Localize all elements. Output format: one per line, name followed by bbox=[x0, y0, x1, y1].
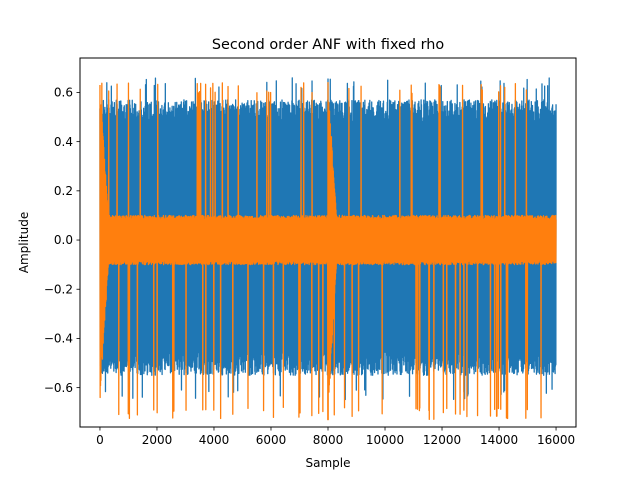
y-axis-label: Amplitude bbox=[17, 212, 31, 274]
x-tick-label: 10000 bbox=[366, 433, 404, 447]
y-tick-label: −0.2 bbox=[44, 282, 73, 296]
y-tick-label: 0.2 bbox=[54, 184, 73, 198]
x-tick-label: 0 bbox=[96, 433, 104, 447]
x-tick-label: 8000 bbox=[313, 433, 344, 447]
y-tick-label: 0.6 bbox=[54, 86, 73, 100]
series-line-1 bbox=[99, 77, 557, 401]
y-axis: −0.6 −0.4 −0.2 0.0 0.2 0.4 0.6 bbox=[44, 86, 80, 395]
x-tick-label: 14000 bbox=[480, 433, 518, 447]
x-tick-label: 2000 bbox=[142, 433, 173, 447]
y-tick-label: −0.4 bbox=[44, 332, 73, 346]
x-axis-label: Sample bbox=[306, 456, 351, 470]
y-tick-label: 0.4 bbox=[54, 135, 73, 149]
plot-area bbox=[99, 77, 557, 421]
x-tick-label: 4000 bbox=[199, 433, 230, 447]
x-tick-label: 6000 bbox=[256, 433, 287, 447]
x-tick-label: 16000 bbox=[537, 433, 575, 447]
series-line-2 bbox=[99, 81, 557, 421]
x-axis: 0 2000 4000 6000 8000 10000 12000 14000 16000 bbox=[96, 427, 575, 447]
x-tick-label: 12000 bbox=[423, 433, 461, 447]
y-tick-label: −0.6 bbox=[44, 381, 73, 395]
chart-title: Second order ANF with fixed rho bbox=[212, 37, 445, 53]
y-tick-label: 0.0 bbox=[54, 233, 73, 247]
